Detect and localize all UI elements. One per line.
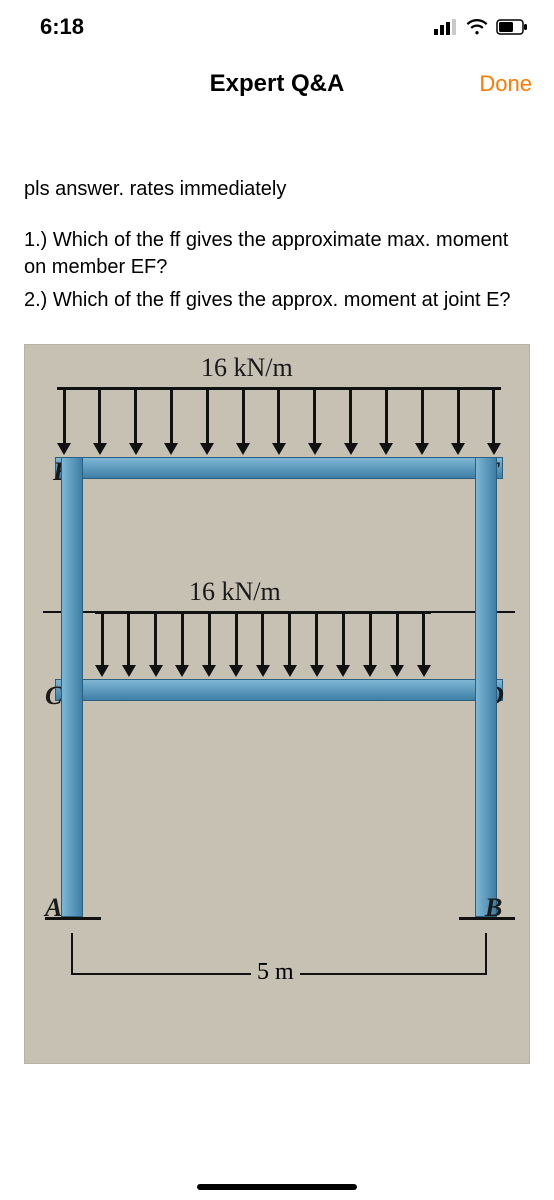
dim-tick-left — [71, 933, 73, 973]
dim-tick-right — [485, 933, 487, 973]
nav-bar: Expert Q&A Done — [0, 54, 554, 114]
load-arrow — [487, 387, 501, 455]
load-arrow — [272, 387, 286, 455]
cellular-icon — [434, 19, 458, 35]
load-label-top: 16 kN/m — [201, 353, 293, 383]
load-arrow — [336, 611, 350, 677]
member-cd — [55, 679, 503, 701]
load-arrow — [202, 611, 216, 677]
status-bar: 6:18 — [0, 0, 554, 54]
question-body: pls answer. rates immediately 1.) Which … — [0, 114, 554, 320]
question-part-1: 1.) Which of the ff gives the approximat… — [24, 227, 530, 281]
load-label-mid: 16 kN/m — [189, 577, 281, 607]
load-arrows-mid — [95, 611, 431, 677]
span-label: 5 m — [251, 959, 300, 986]
done-button[interactable]: Done — [479, 71, 532, 97]
status-right — [434, 19, 528, 35]
load-arrow — [93, 387, 107, 455]
support-b-base — [459, 917, 515, 920]
question-part-2: 2.) Which of the ff gives the approx. mo… — [24, 287, 530, 314]
joint-label-c: C — [45, 681, 62, 711]
load-arrow — [256, 611, 270, 677]
load-arrow — [129, 387, 143, 455]
load-arrow — [149, 611, 163, 677]
load-arrow — [283, 611, 297, 677]
load-arrow — [310, 611, 324, 677]
load-arrow — [417, 611, 431, 677]
column-left — [61, 457, 83, 917]
load-arrow — [229, 611, 243, 677]
load-arrow — [200, 387, 214, 455]
column-right — [475, 457, 497, 917]
mid-ext-right — [431, 611, 515, 613]
member-ef — [55, 457, 503, 479]
load-arrow — [95, 611, 109, 677]
load-arrow — [390, 611, 404, 677]
load-arrow — [379, 387, 393, 455]
load-arrow — [164, 387, 178, 455]
load-arrow — [122, 611, 136, 677]
battery-icon — [496, 19, 528, 35]
load-arrow — [363, 611, 377, 677]
load-arrow — [175, 611, 189, 677]
support-a-base — [45, 917, 101, 920]
question-intro: pls answer. rates immediately — [24, 176, 530, 203]
load-arrow — [344, 387, 358, 455]
load-arrow — [57, 387, 71, 455]
frame-diagram: 16 kN/m E F 16 kN/m C D A B — [24, 344, 530, 1064]
figure-container: 16 kN/m E F 16 kN/m C D A B — [0, 344, 554, 1064]
load-arrows-top — [57, 387, 501, 455]
load-arrow — [236, 387, 250, 455]
home-indicator[interactable] — [197, 1184, 357, 1190]
load-arrow — [451, 387, 465, 455]
page-title: Expert Q&A — [210, 70, 345, 98]
load-arrow — [308, 387, 322, 455]
load-arrow — [415, 387, 429, 455]
wifi-icon — [466, 19, 488, 35]
status-time: 6:18 — [40, 14, 84, 40]
